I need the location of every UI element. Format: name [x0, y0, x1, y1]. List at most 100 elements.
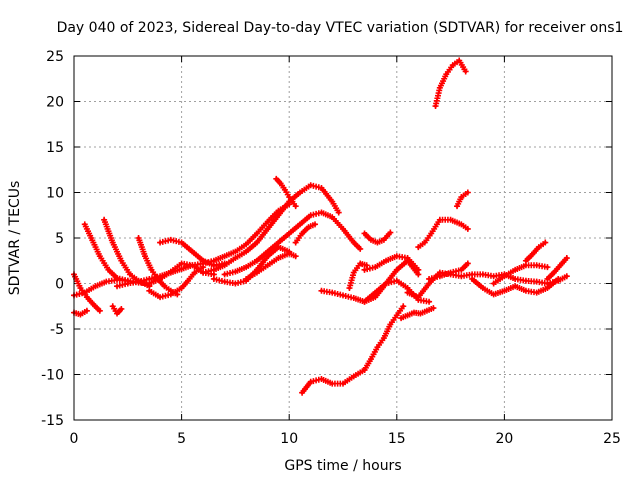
data-point — [412, 311, 416, 315]
data-point — [341, 382, 345, 386]
data-point — [513, 284, 517, 288]
data-point — [384, 259, 388, 263]
data-point — [156, 277, 160, 281]
data-point — [438, 270, 442, 275]
data-point — [438, 86, 442, 90]
data-point — [78, 286, 83, 290]
data-point — [223, 263, 227, 267]
series-markers — [415, 216, 471, 251]
series-arc-13 — [221, 209, 364, 278]
data-point — [83, 222, 87, 226]
data-point — [98, 309, 102, 313]
series-arc-20 — [346, 260, 370, 292]
data-point — [395, 313, 399, 317]
data-point — [175, 292, 179, 297]
x-axis-label: GPS time / hours — [284, 458, 401, 474]
data-point — [223, 280, 227, 284]
data-point — [358, 247, 362, 251]
data-point — [524, 289, 528, 293]
y-tick-label: 10 — [46, 186, 64, 202]
series-arc-05 — [101, 216, 153, 290]
data-point — [502, 289, 506, 293]
data-point — [388, 322, 392, 327]
data-point — [78, 312, 83, 317]
data-point — [300, 231, 304, 236]
data-point — [298, 190, 302, 195]
data-point — [169, 238, 173, 242]
data-point — [401, 304, 405, 308]
data-point — [425, 309, 429, 313]
x-tick-label: 25 — [603, 431, 621, 447]
data-point — [201, 259, 205, 263]
data-point — [149, 268, 154, 272]
data-point — [362, 231, 367, 236]
grid — [74, 56, 612, 420]
data-point — [233, 270, 237, 274]
y-tick-label: 25 — [46, 49, 64, 65]
data-point — [119, 307, 123, 311]
data-point — [466, 227, 470, 231]
data-point — [382, 238, 386, 242]
data-point — [416, 268, 420, 272]
data-point — [283, 188, 287, 192]
data-point — [85, 295, 89, 299]
data-point — [115, 284, 119, 288]
data-point — [535, 263, 539, 267]
data-point — [278, 181, 283, 185]
series-arc-09 — [146, 264, 207, 301]
data-point — [212, 259, 216, 263]
data-point — [212, 277, 216, 281]
data-point — [158, 295, 162, 299]
data-point — [565, 274, 569, 278]
data-point — [470, 277, 474, 281]
data-point — [201, 270, 205, 275]
series-arc-31 — [490, 262, 551, 287]
data-point — [106, 268, 111, 272]
series-arc-06 — [109, 303, 125, 317]
data-point — [470, 272, 474, 276]
data-point — [395, 268, 399, 272]
series-arc-15 — [273, 175, 299, 210]
data-point — [276, 256, 281, 260]
data-point — [352, 270, 356, 275]
data-point — [169, 270, 173, 275]
data-point — [233, 250, 237, 254]
data-point — [558, 263, 562, 267]
axis-ticks: 0 5 10 15 20 25 -15 -10 -5 0 5 10 15 20 25 — [41, 49, 621, 447]
data-point — [444, 72, 448, 76]
data-point — [309, 183, 313, 187]
series-arc-22 — [361, 229, 394, 246]
data-point — [502, 274, 506, 278]
data-point — [223, 272, 227, 276]
data-point — [459, 222, 463, 226]
data-point — [416, 245, 420, 249]
data-point — [524, 259, 528, 263]
data-point — [405, 313, 410, 317]
data-point — [255, 270, 259, 275]
data-point — [298, 222, 302, 226]
data-point — [464, 69, 468, 74]
series-arc-33 — [544, 255, 570, 282]
data-point — [180, 261, 184, 266]
data-point — [369, 357, 373, 361]
data-point — [319, 186, 324, 190]
data-point — [274, 177, 278, 181]
data-point — [418, 311, 423, 316]
data-point — [545, 277, 550, 281]
data-point — [362, 300, 367, 304]
data-point — [319, 377, 324, 381]
data-point — [136, 236, 141, 240]
data-point — [212, 263, 216, 267]
data-point — [89, 236, 93, 240]
data-point — [565, 256, 569, 260]
data-point — [104, 280, 108, 284]
y-tick-label: -10 — [41, 368, 64, 384]
data-point — [287, 251, 291, 256]
data-point — [306, 225, 311, 229]
data-point — [190, 263, 194, 267]
data-point — [466, 190, 470, 195]
data-point — [147, 277, 151, 281]
series-layer — [71, 57, 570, 396]
data-point — [136, 280, 141, 284]
data-point — [552, 270, 556, 275]
